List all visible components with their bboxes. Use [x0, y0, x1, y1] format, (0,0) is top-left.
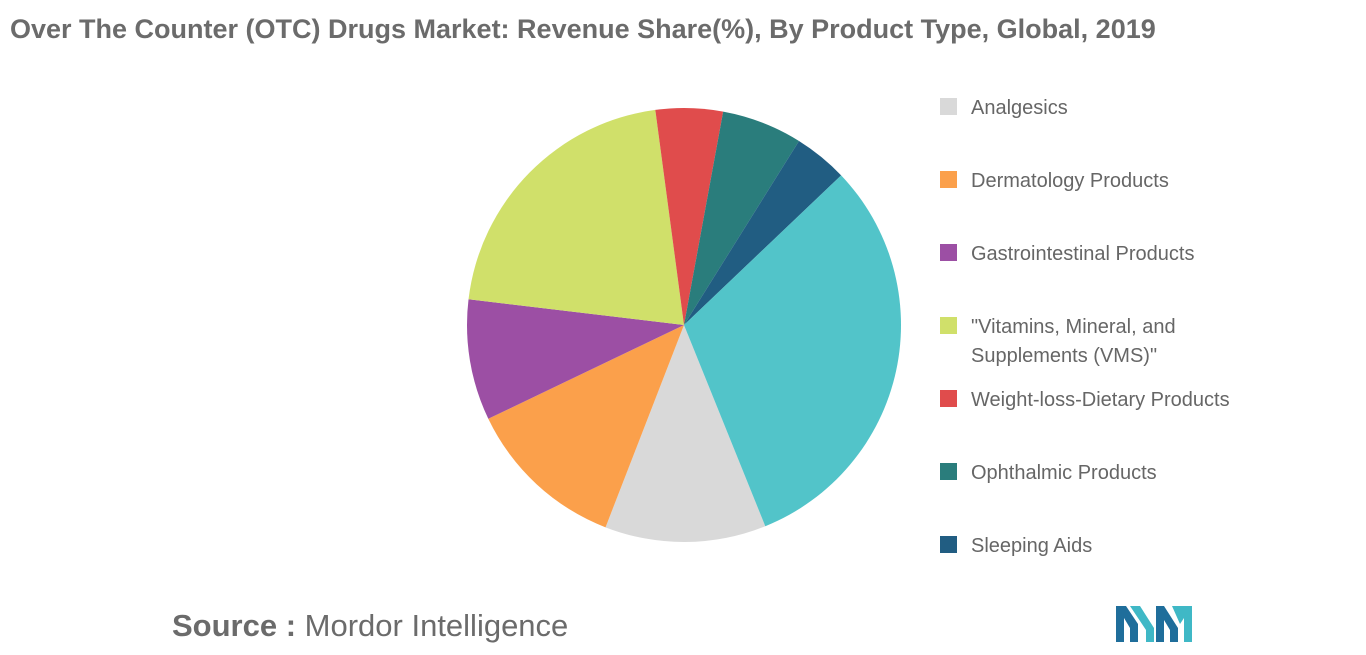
legend-swatch: [940, 536, 957, 553]
legend-item: Ophthalmic Products: [940, 459, 1291, 488]
legend-swatch: [940, 317, 957, 334]
legend-label: Analgesics: [971, 97, 1068, 119]
pie-slice-3: [468, 109, 684, 326]
legend-item: Weight-loss-Dietary Products: [940, 386, 1291, 415]
pie-slice-2: [466, 299, 684, 419]
pie-slice-0: [605, 325, 766, 542]
source-line: Source : Mordor Intelligence: [172, 608, 568, 644]
pie-slice-5: [684, 111, 799, 325]
chart-title: Over The Counter (OTC) Drugs Market: Rev…: [10, 14, 1156, 44]
legend-swatch: [940, 463, 957, 480]
legend-swatch: [940, 244, 957, 261]
legend-item: Sleeping Aids: [940, 532, 1291, 561]
legend-swatch: [940, 171, 957, 188]
mordor-intelligence-logo: [1116, 606, 1192, 642]
pie-slice-7: [684, 175, 901, 527]
legend-item: Analgesics: [940, 94, 1291, 123]
legend-label: Weight-loss-Dietary Products: [971, 389, 1230, 411]
legend-label: Ophthalmic Products: [971, 462, 1157, 484]
pie-slice-1: [488, 325, 684, 528]
legend-swatch: [940, 390, 957, 407]
legend-label: Sleeping Aids: [971, 535, 1093, 557]
legend-label: "Vitamins, Mineral, and Supplements (VMS…: [971, 316, 1176, 367]
source-value: Mordor Intelligence: [304, 608, 569, 643]
legend-item: Dermatology Products: [940, 167, 1291, 196]
source-key: Source :: [172, 608, 297, 643]
legend-label: Dermatology Products: [971, 170, 1169, 192]
pie-slice-6: [684, 140, 842, 325]
pie-slice-4: [655, 108, 724, 326]
legend-swatch: [940, 98, 957, 115]
legend-item: "Vitamins, Mineral, and Supplements (VMS…: [940, 313, 1291, 371]
legend-item: Gastrointestinal Products: [940, 240, 1291, 269]
legend-label: Gastrointestinal Products: [971, 243, 1195, 265]
